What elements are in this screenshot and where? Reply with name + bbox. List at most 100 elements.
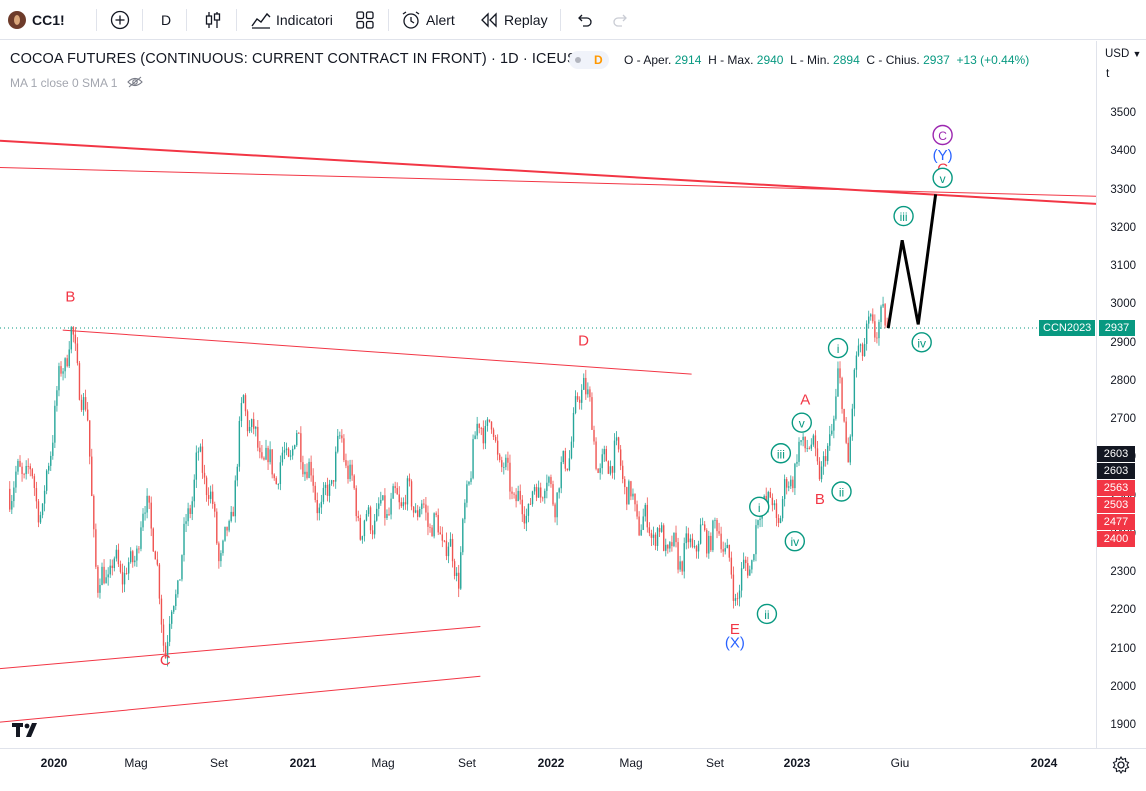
candle-body [398, 494, 400, 503]
wave-label[interactable]: B [815, 491, 825, 508]
candle-body [790, 479, 792, 487]
redo-button[interactable] [611, 8, 631, 32]
candle-body [359, 517, 362, 540]
candle [197, 447, 200, 461]
time-axis[interactable] [0, 723, 1146, 791]
candle-body [445, 540, 448, 557]
wave-label[interactable]: iv [784, 531, 806, 552]
wave-label[interactable]: (Y) [933, 147, 953, 164]
toolbar-divider [236, 9, 237, 31]
wave-label[interactable]: v [932, 167, 953, 189]
currency-selector[interactable]: USD ▼ [1105, 48, 1141, 60]
trendline[interactable] [0, 167, 1096, 197]
candle-body [109, 565, 111, 575]
trendline[interactable] [0, 626, 481, 670]
candle [833, 415, 835, 439]
candle-body [685, 533, 687, 544]
candle-body [884, 304, 886, 326]
candle-body [796, 461, 798, 464]
candle [392, 483, 394, 499]
wave-label[interactable]: C [932, 124, 953, 146]
wave-label[interactable]: C [160, 652, 171, 669]
chart-settings-button[interactable] [1112, 755, 1130, 779]
candle [583, 373, 585, 390]
wave-label[interactable]: iv [911, 332, 932, 353]
dot-icon [575, 57, 582, 63]
wave-label[interactable]: E [730, 621, 740, 638]
candle [689, 534, 692, 548]
ma-label: MA 1 close 0 SMA 1 [10, 76, 118, 90]
candle-body [17, 460, 19, 472]
candle-body [339, 435, 341, 437]
candle-body [716, 519, 718, 532]
candle [521, 495, 523, 522]
wave-label[interactable]: ii [756, 603, 778, 625]
wave-label[interactable]: i [827, 337, 849, 359]
layout-templates-button[interactable] [355, 8, 375, 32]
candle [201, 439, 204, 479]
chart-title[interactable]: COCOA FUTURES (CONTINUOUS: CURRENT CONTR… [10, 51, 577, 67]
wave-label[interactable]: ii [831, 481, 852, 502]
candle [410, 479, 413, 511]
candle [472, 434, 474, 480]
candle [376, 503, 378, 522]
candle-body [228, 521, 230, 531]
candle-body [171, 611, 173, 624]
trendline[interactable] [0, 675, 481, 723]
compare-symbol-button[interactable] [110, 8, 130, 32]
candle-body [644, 504, 646, 517]
candle [515, 488, 517, 508]
data-badge-label: D [593, 53, 603, 67]
ma-legend[interactable]: MA 1 close 0 SMA 1 [10, 76, 143, 90]
candle [277, 483, 280, 490]
candle-body [150, 502, 152, 529]
candle [322, 482, 325, 505]
candle [601, 448, 603, 475]
undo-button[interactable] [574, 8, 594, 32]
data-badge[interactable]: D [569, 51, 609, 69]
alert-button[interactable]: Alert [400, 8, 455, 32]
trendlines[interactable] [0, 139, 1096, 723]
candle [566, 468, 569, 472]
wave-projection[interactable] [886, 194, 938, 329]
replay-button[interactable]: Replay [479, 8, 548, 32]
candle [386, 509, 388, 521]
candle [857, 338, 860, 357]
wave-label[interactable]: iii [893, 205, 914, 227]
indicators-button[interactable]: Indicatori [250, 8, 333, 32]
wave-label[interactable]: A [800, 392, 810, 409]
wave-label[interactable]: v [791, 412, 812, 433]
projection-line[interactable] [886, 194, 938, 329]
candle [259, 441, 261, 459]
candle [451, 533, 454, 568]
candle-body [68, 349, 70, 367]
wave-label[interactable]: i [749, 496, 770, 517]
candle-body [148, 495, 150, 503]
candle [747, 556, 749, 579]
candle-body [548, 477, 550, 483]
candle-body [449, 538, 452, 547]
candle [740, 562, 743, 598]
candle-body [296, 432, 298, 446]
trendline[interactable] [62, 329, 692, 375]
candle-body [160, 598, 163, 625]
candle [697, 540, 700, 559]
wave-label[interactable]: iii [770, 443, 792, 464]
price-axis[interactable]: USD ▼ t 3500 3400 3300 3200 3100 3000 2900 2800… [1096, 41, 1146, 748]
interval-button[interactable]: D [161, 8, 171, 32]
wave-label[interactable]: B [65, 288, 75, 305]
high-value: 2940 [756, 53, 784, 67]
eye-hidden-icon[interactable] [126, 76, 143, 88]
symbol-button[interactable]: CC1! [8, 8, 65, 32]
trendline[interactable] [0, 139, 1096, 205]
candle [404, 494, 407, 510]
candle-body [15, 471, 17, 488]
wave-label[interactable]: (X) [725, 635, 745, 652]
chart-type-button[interactable] [203, 8, 223, 32]
wave-label[interactable]: D [578, 332, 589, 349]
candle-body [164, 645, 167, 659]
candle-body [533, 487, 536, 492]
top-toolbar: CC1! D Indicatori [0, 0, 1146, 40]
